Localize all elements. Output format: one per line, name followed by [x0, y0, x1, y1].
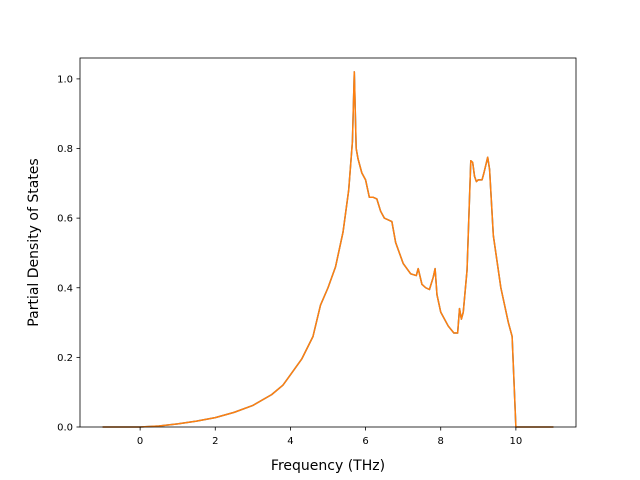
y-tick-label: 0.6	[57, 214, 73, 225]
y-tick-label: 1.0	[57, 74, 73, 85]
y-axis-ticks: 0.0 0.2 0.4 0.6 0.8 1.0	[57, 74, 80, 434]
x-tick-label: 6	[362, 436, 368, 447]
x-tick-label: 0	[137, 436, 143, 447]
x-tick-label: 8	[438, 436, 444, 447]
y-tick-label: 0.0	[57, 423, 73, 434]
plot-frame	[79, 57, 577, 428]
x-tick-label: 10	[510, 436, 523, 447]
y-axis-label: Partial Density of States	[26, 158, 42, 326]
series-layer	[102, 71, 554, 428]
x-tick-label: 4	[287, 436, 293, 447]
series-line-2	[102, 71, 554, 428]
x-axis-label: Frequency (THz)	[271, 458, 385, 474]
y-tick-label: 0.8	[57, 144, 73, 155]
y-tick-label: 0.4	[57, 283, 73, 294]
y-tick-label: 0.2	[57, 353, 73, 364]
x-axis-ticks: 0 2 4 6 8 10	[137, 427, 522, 447]
x-tick-label: 2	[212, 436, 218, 447]
